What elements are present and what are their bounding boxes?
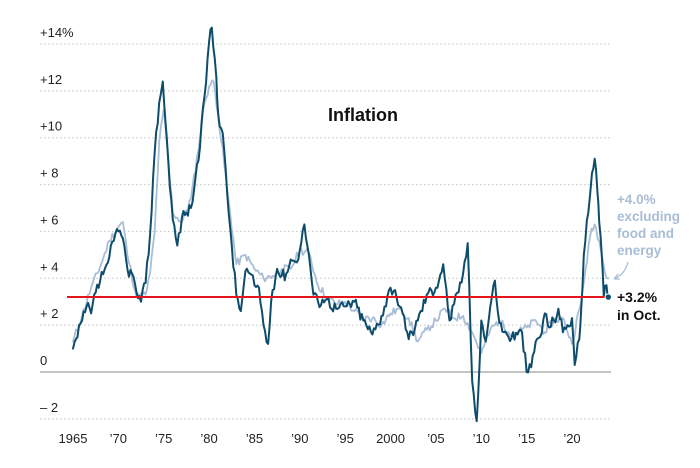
y-tick-label: – 2 [40,400,58,415]
x-tick-label: ’75 [155,431,172,446]
headline-inflation-line [72,26,610,423]
latest-value-dot [604,293,612,301]
y-tick-label: + 4 [40,259,58,274]
gridlines [40,43,611,420]
y-tick-label: + 6 [40,212,58,227]
chart-title: Inflation [328,105,398,125]
y-tick-label: + 2 [40,306,58,321]
x-tick-label: 1965 [59,431,88,446]
x-tick-label: 2000 [376,431,405,446]
x-tick-label: ’70 [110,431,127,446]
x-tick-label: ’85 [246,431,263,446]
core-annotation-arrow [613,261,629,280]
x-axis-tick-labels: 1965 ’70 ’75 ’80 ’85 ’90 ’95 2000 ’05 ’10 ’15 ’20 [59,431,581,446]
y-tick-label: +14% [40,25,74,40]
core-inflation-annotation: +4.0% excluding food and energy [617,192,684,258]
x-tick-label: ’80 [200,431,217,446]
headline-inflation-annotation: +3.2% in Oct. [617,289,661,323]
y-tick-label: +12 [40,72,62,87]
y-tick-label: +10 [40,119,62,134]
series-lines [72,26,610,423]
x-tick-label: ’10 [473,431,490,446]
x-tick-label: ’20 [563,431,580,446]
x-tick-label: ’90 [291,431,308,446]
x-tick-label: ’15 [518,431,535,446]
y-axis-tick-labels: +14% +12 +10 + 8 + 6 + 4 + 2 0 – 2 [40,25,74,415]
y-tick-label: 0 [40,353,47,368]
x-tick-label: ’95 [337,431,354,446]
y-tick-label: + 8 [40,166,58,181]
x-tick-label: ’05 [427,431,444,446]
